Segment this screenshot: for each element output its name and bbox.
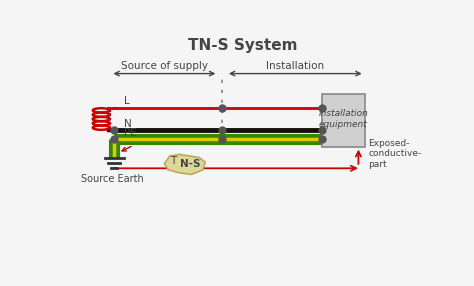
- Bar: [322, 94, 365, 147]
- Text: Installation
equipment: Installation equipment: [319, 109, 368, 129]
- Text: N: N: [124, 119, 131, 129]
- Text: PE: PE: [124, 128, 137, 138]
- Text: T: T: [170, 156, 176, 166]
- Text: N-S: N-S: [180, 160, 200, 169]
- Text: Exposed-
conductive-
part: Exposed- conductive- part: [368, 139, 422, 168]
- Text: Source of supply: Source of supply: [121, 61, 208, 71]
- Text: L: L: [124, 96, 129, 106]
- Text: Installation: Installation: [266, 61, 324, 71]
- Polygon shape: [164, 154, 205, 174]
- Text: TN-S System: TN-S System: [188, 37, 298, 53]
- Text: Source Earth: Source Earth: [82, 174, 144, 184]
